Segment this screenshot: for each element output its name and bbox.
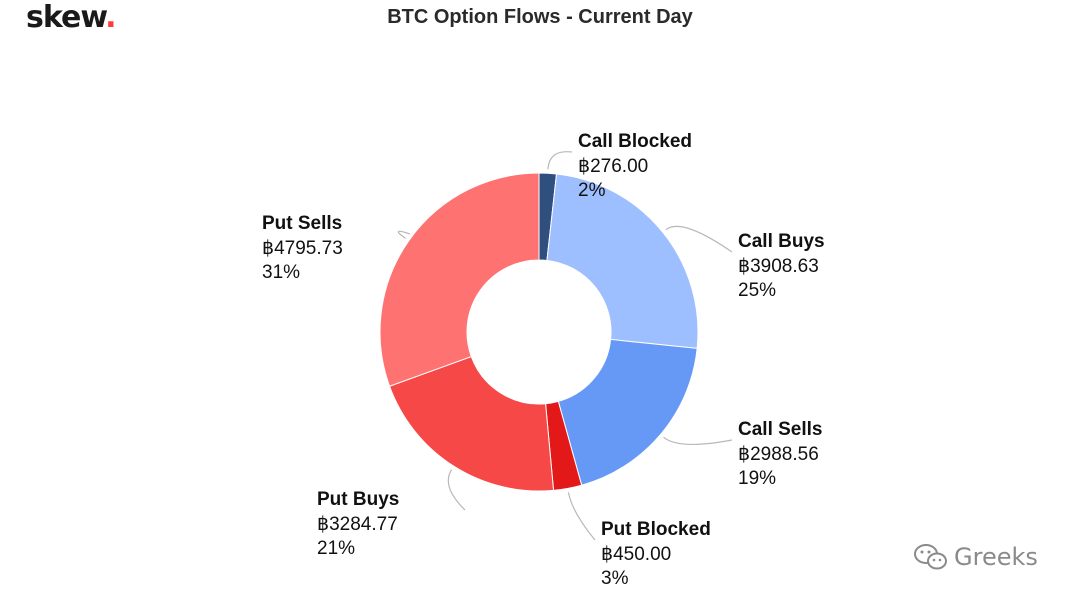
slices: [379, 172, 699, 492]
label-put-sells: Put Sells ฿4795.73 31%: [262, 212, 343, 286]
watermark: Greeks: [912, 542, 1038, 572]
label-call-buys: Call Buys ฿3908.63 25%: [738, 230, 825, 304]
leader-put-blocked: [567, 492, 596, 541]
watermark-text: Greeks: [954, 543, 1038, 571]
label-value: ฿450.00: [601, 543, 672, 565]
brand-dot: .: [105, 0, 116, 35]
label-put-blocked: Put Blocked ฿450.00 3%: [601, 518, 711, 592]
label-percent: 3%: [601, 568, 629, 589]
label-percent: 25%: [738, 280, 777, 301]
label-percent: 21%: [317, 538, 356, 559]
brand-logo: skew.: [26, 0, 117, 35]
label-name: Call Sells: [738, 419, 823, 440]
label-name: Put Buys: [317, 489, 400, 510]
wechat-icon: [914, 544, 947, 570]
label-value: ฿2988.56: [738, 443, 819, 465]
slice-put-sells: [379, 172, 540, 387]
label-value: ฿4795.73: [262, 237, 343, 259]
label-percent: 19%: [738, 468, 777, 489]
chart-title: BTC Option Flows - Current Day: [387, 6, 693, 28]
label-call-blocked: Call Blocked ฿276.00 2%: [578, 130, 692, 204]
label-name: Put Blocked: [601, 519, 711, 540]
label-name: Call Buys: [738, 231, 825, 252]
label-put-buys: Put Buys ฿3284.77 21%: [317, 488, 399, 562]
leader-call-sells: [663, 436, 733, 446]
slice-call-buys: [546, 173, 699, 349]
slice-call-sells: [557, 338, 698, 486]
label-percent: 2%: [578, 180, 606, 201]
leader-put-sells: [397, 230, 411, 239]
label-percent: 31%: [262, 262, 301, 283]
brand-name: skew: [26, 0, 106, 35]
leader-lines: [397, 151, 733, 541]
label-call-sells: Call Sells ฿2988.56 19%: [738, 418, 823, 492]
label-value: ฿276.00: [578, 155, 649, 177]
label-name: Call Blocked: [578, 131, 693, 152]
leader-call-blocked: [547, 151, 573, 170]
label-value: ฿3908.63: [738, 255, 819, 277]
leader-put-buys: [447, 469, 466, 511]
leader-call-buys: [665, 225, 733, 253]
label-value: ฿3284.77: [317, 513, 398, 535]
slice-put-buys: [388, 355, 555, 492]
label-name: Put Sells: [262, 213, 343, 234]
